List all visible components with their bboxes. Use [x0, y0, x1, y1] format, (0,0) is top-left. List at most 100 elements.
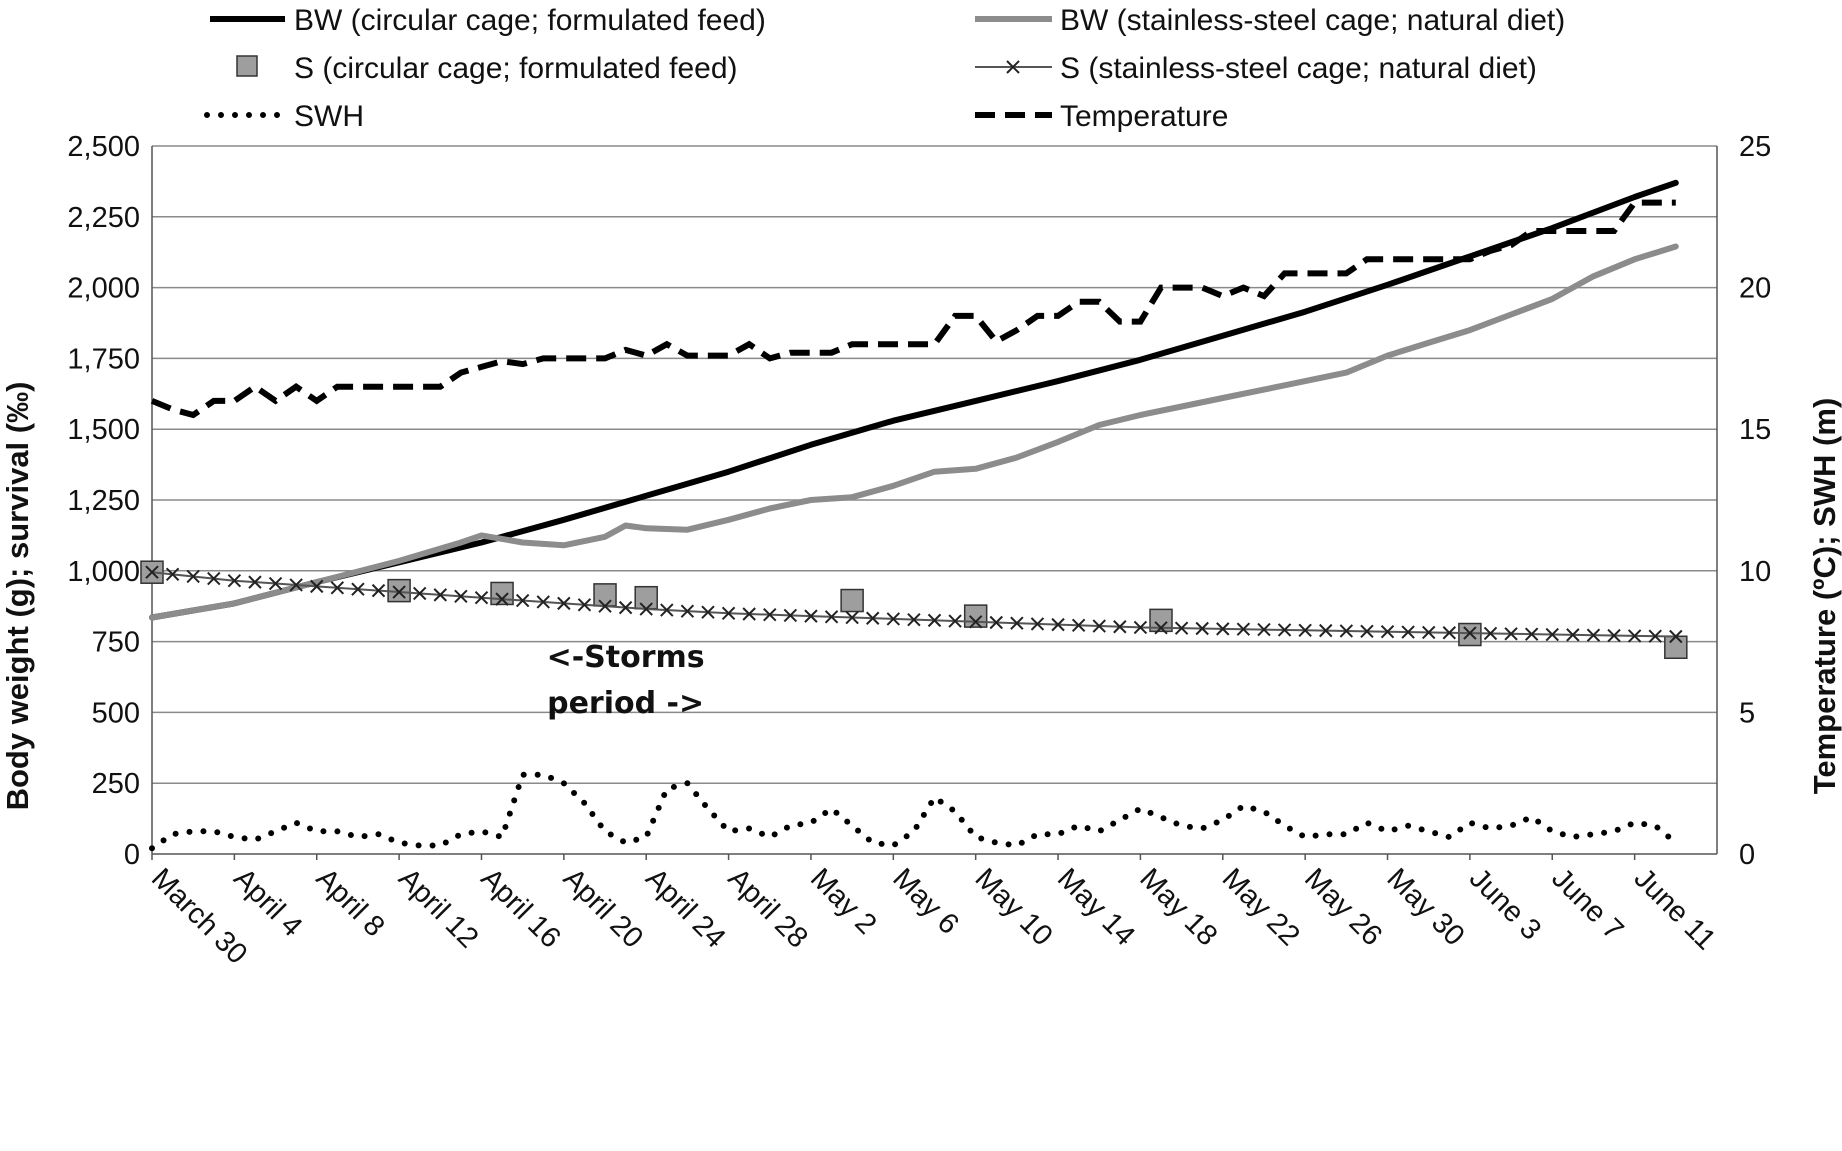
point-marker [721, 606, 736, 620]
point-marker [248, 575, 262, 589]
point-marker [783, 608, 798, 623]
x-tick-label: April 16 [475, 862, 567, 954]
point-marker [1216, 622, 1230, 636]
y-tick-left: 2,000 [67, 273, 140, 305]
point-marker [1257, 622, 1271, 637]
x-tick-label: April 24 [639, 862, 731, 954]
tick-labels: 02505007501,0001,2501,5001,7502,0002,250… [67, 131, 1771, 970]
point-marker [1319, 623, 1333, 638]
point-marker [1360, 624, 1374, 639]
point-marker [845, 610, 859, 625]
y-axis-right-title: Temperature (ºC); SWH (m) [1807, 398, 1842, 795]
point-marker [1113, 620, 1127, 634]
legend-label-s-circular: S (circular cage; formulated feed) [294, 52, 738, 85]
y-tick-left: 0 [124, 839, 140, 871]
point-marker [1277, 623, 1292, 637]
x-tick-label: June 3 [1463, 862, 1547, 946]
point-marker [145, 565, 159, 579]
point-marker [268, 576, 283, 591]
y-tick-left: 750 [92, 627, 140, 659]
point-marker [886, 612, 901, 626]
y-tick-left: 1,750 [67, 343, 140, 375]
point-marker [1380, 624, 1395, 639]
point-marker [330, 581, 345, 595]
point-marker [1504, 627, 1518, 641]
point-marker [1401, 625, 1415, 639]
annotation-storms-line1: <-Storms [547, 640, 705, 675]
point-marker [618, 600, 633, 615]
point-marker [1071, 618, 1086, 633]
point-marker [557, 596, 571, 611]
legend: BW (circular cage; formulated feed) BW (… [204, 4, 1565, 133]
point-marker [927, 613, 942, 628]
x-tick-label: April 12 [392, 862, 484, 954]
point-marker [948, 614, 962, 628]
legend-swatch-s-circular [236, 55, 258, 77]
point-marker [742, 607, 756, 621]
point-marker [1298, 623, 1312, 637]
point-marker [1195, 621, 1209, 636]
point-marker [371, 583, 386, 598]
y-tick-left: 2,250 [67, 202, 140, 234]
point-marker [454, 589, 468, 603]
point-marker [866, 611, 880, 625]
point-marker [227, 574, 242, 588]
y-tick-left: 1,000 [67, 556, 140, 588]
point-marker [660, 603, 674, 617]
point-marker [1030, 617, 1045, 631]
x-tick-label: June 11 [1628, 862, 1722, 956]
point-marker [989, 615, 1003, 630]
point-marker [412, 586, 427, 601]
legend-label-swh: SWH [294, 100, 364, 133]
x-tick-label: May 26 [1298, 862, 1388, 952]
x-tick-label: June 7 [1545, 862, 1629, 946]
legend-swatch-s-steel-x [1006, 60, 1020, 74]
point-marker [593, 583, 617, 607]
series-line-s-stainless-steel-cage-natural-diet [151, 571, 1676, 638]
x-tick-label: April 20 [557, 862, 649, 954]
y-tick-left: 1,500 [67, 414, 140, 446]
y-tick-right: 15 [1739, 414, 1771, 446]
point-marker [1422, 625, 1436, 640]
point-marker [433, 588, 447, 602]
axes [151, 146, 1718, 860]
point-marker [1545, 627, 1559, 642]
x-tick-label: May 14 [1051, 862, 1141, 952]
point-marker [1607, 628, 1621, 643]
point-marker [1339, 624, 1354, 638]
gridlines [152, 145, 1717, 784]
point-marker [186, 569, 200, 584]
point-marker [351, 582, 365, 596]
x-tick-label: May 18 [1133, 862, 1223, 952]
point-marker [310, 579, 324, 594]
point-marker [804, 609, 818, 623]
y-tick-right: 10 [1739, 556, 1771, 588]
x-tick-label: May 2 [804, 862, 882, 940]
point-marker [1664, 635, 1688, 660]
point-marker [536, 595, 550, 609]
y-tick-right: 5 [1739, 697, 1755, 729]
point-marker [1648, 629, 1662, 643]
point-marker [907, 612, 921, 627]
point-marker [1566, 628, 1580, 642]
point-marker [701, 605, 715, 619]
point-marker [1524, 627, 1539, 641]
series-layer [140, 179, 1688, 852]
point-marker [1442, 626, 1457, 640]
series-line-bw-circular-cage-formulated-feed [149, 179, 1679, 621]
point-marker [207, 571, 221, 586]
series-line-swh [149, 771, 1679, 852]
point-marker [1483, 626, 1498, 641]
y-tick-right: 20 [1739, 273, 1771, 305]
point-marker [1669, 629, 1683, 644]
point-marker [824, 610, 839, 624]
point-marker [968, 615, 983, 629]
x-tick-label: May 30 [1381, 862, 1471, 952]
legend-label-s-steel: S (stainless-steel cage; natural diet) [1060, 52, 1537, 85]
point-marker [1463, 626, 1477, 640]
point-marker [634, 585, 658, 610]
x-tick-label: May 10 [969, 862, 1059, 952]
point-marker [598, 599, 612, 613]
series-line-bw-stainless-steel-cage-natural-diet [149, 243, 1679, 621]
